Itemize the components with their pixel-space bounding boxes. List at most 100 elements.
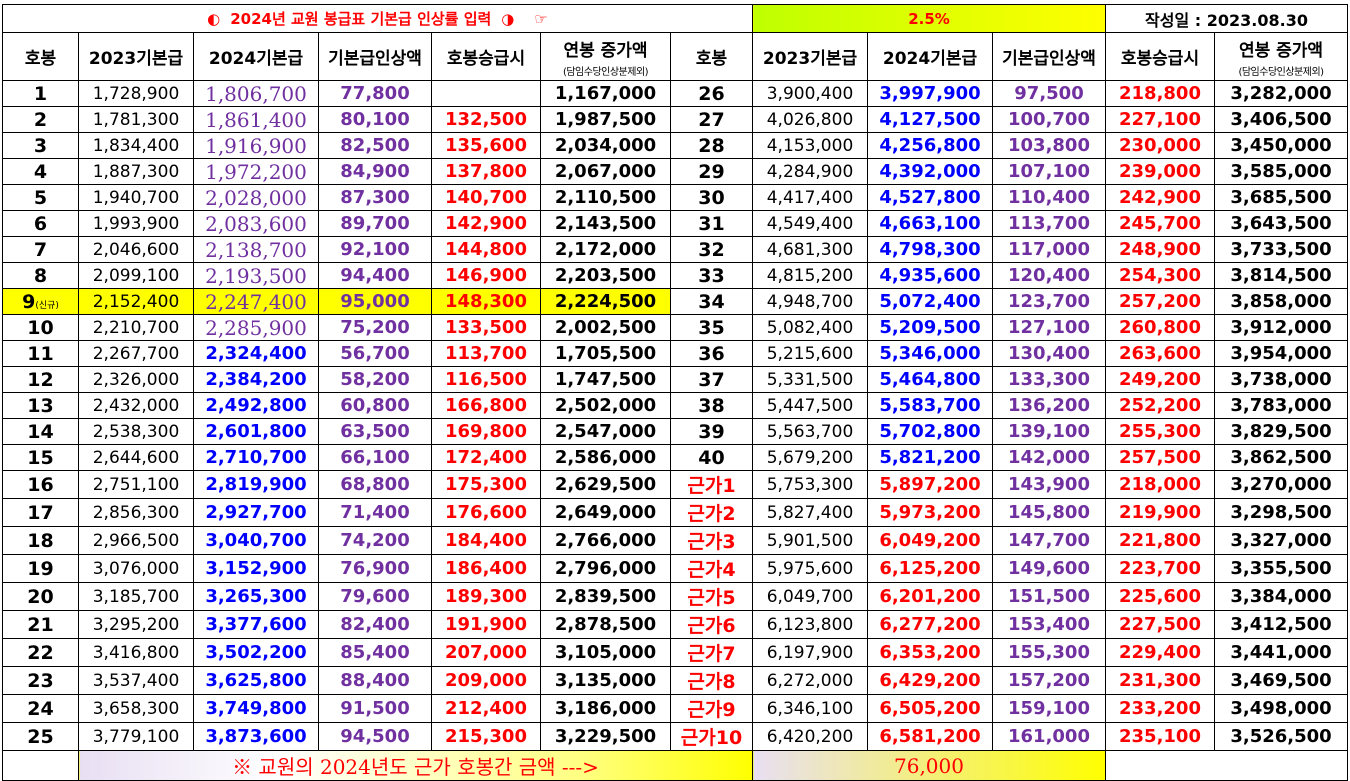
cell-base2024[interactable]: 6,353,200 xyxy=(867,638,993,667)
footer-amount[interactable]: 76,000 xyxy=(752,750,1106,781)
cell-increase[interactable]: 113,700 xyxy=(992,210,1106,237)
hobong-cell[interactable]: 34 xyxy=(670,288,753,315)
cell-step[interactable]: 172,400 xyxy=(431,444,541,471)
cell-increase[interactable]: 94,500 xyxy=(318,722,432,751)
cell-base2023[interactable]: 2,538,300 xyxy=(78,418,194,445)
cell-base2023[interactable]: 3,779,100 xyxy=(78,722,194,751)
cell-base2024[interactable]: 5,821,200 xyxy=(867,444,993,471)
cell-base2024[interactable]: 3,265,300 xyxy=(193,582,319,611)
cell-base2024[interactable]: 4,392,000 xyxy=(867,158,993,185)
cell-step[interactable]: 227,100 xyxy=(1105,106,1215,133)
cell-annual[interactable]: 2,839,500 xyxy=(540,582,671,611)
cell-base2024[interactable]: 2,492,800 xyxy=(193,392,319,419)
hobong-cell[interactable]: 근가2 xyxy=(670,498,753,527)
cell-annual[interactable]: 3,384,000 xyxy=(1213,582,1349,611)
cell-base2023[interactable]: 5,901,500 xyxy=(752,526,868,555)
cell-step[interactable]: 166,800 xyxy=(431,392,541,419)
cell-increase[interactable]: 130,400 xyxy=(992,340,1106,367)
cell-annual[interactable]: 3,282,000 xyxy=(1213,80,1349,107)
title-cell[interactable]: ◐ 2024년 교원 봉급표 기본급 인상률 입력 ◑ ☞ xyxy=(2,4,753,33)
cell-base2024[interactable]: 4,256,800 xyxy=(867,132,993,159)
cell-increase[interactable]: 88,400 xyxy=(318,666,432,695)
cell-increase[interactable]: 157,200 xyxy=(992,666,1106,695)
cell-step[interactable] xyxy=(431,80,541,107)
cell-increase[interactable]: 82,500 xyxy=(318,132,432,159)
cell-step[interactable]: 169,800 xyxy=(431,418,541,445)
cell-base2024[interactable]: 3,377,600 xyxy=(193,610,319,639)
cell-base2023[interactable]: 2,326,000 xyxy=(78,366,194,393)
cell-annual[interactable]: 2,110,500 xyxy=(540,184,671,211)
cell-increase[interactable]: 97,500 xyxy=(992,80,1106,107)
cell-annual[interactable]: 2,143,500 xyxy=(540,210,671,237)
cell-annual[interactable]: 3,585,000 xyxy=(1213,158,1349,185)
cell-base2024[interactable]: 5,072,400 xyxy=(867,288,993,315)
cell-annual[interactable]: 2,502,000 xyxy=(540,392,671,419)
cell-step[interactable]: 135,600 xyxy=(431,132,541,159)
cell-base2024[interactable]: 3,997,900 xyxy=(867,80,993,107)
cell-step[interactable]: 144,800 xyxy=(431,236,541,263)
cell-step[interactable]: 233,200 xyxy=(1105,694,1215,723)
cell-base2023[interactable]: 3,416,800 xyxy=(78,638,194,667)
cell-increase[interactable]: 75,200 xyxy=(318,314,432,341)
cell-step[interactable]: 249,200 xyxy=(1105,366,1215,393)
cell-annual[interactable]: 3,912,000 xyxy=(1213,314,1349,341)
hobong-cell[interactable]: 38 xyxy=(670,392,753,419)
cell-annual[interactable]: 2,878,500 xyxy=(540,610,671,639)
hobong-cell[interactable]: 15 xyxy=(2,444,79,471)
hobong-cell[interactable]: 13 xyxy=(2,392,79,419)
cell-increase[interactable]: 79,600 xyxy=(318,582,432,611)
hobong-cell[interactable]: 16 xyxy=(2,470,79,499)
cell-annual[interactable]: 3,733,500 xyxy=(1213,236,1349,263)
cell-annual[interactable]: 2,034,000 xyxy=(540,132,671,159)
hobong-cell[interactable]: 근가3 xyxy=(670,526,753,555)
hobong-cell[interactable]: 25 xyxy=(2,722,79,751)
cell-annual[interactable]: 3,469,500 xyxy=(1213,666,1349,695)
cell-base2024[interactable]: 5,464,800 xyxy=(867,366,993,393)
cell-annual[interactable]: 2,586,000 xyxy=(540,444,671,471)
cell-step[interactable]: 252,200 xyxy=(1105,392,1215,419)
cell-increase[interactable]: 161,000 xyxy=(992,722,1106,751)
cell-base2024[interactable]: 2,083,600 xyxy=(193,210,319,237)
cell-increase[interactable]: 94,400 xyxy=(318,262,432,289)
cell-increase[interactable]: 87,300 xyxy=(318,184,432,211)
cell-increase[interactable]: 56,700 xyxy=(318,340,432,367)
cell-base2023[interactable]: 5,753,300 xyxy=(752,470,868,499)
cell-increase[interactable]: 139,100 xyxy=(992,418,1106,445)
cell-increase[interactable]: 142,000 xyxy=(992,444,1106,471)
cell-increase[interactable]: 100,700 xyxy=(992,106,1106,133)
cell-annual[interactable]: 3,862,500 xyxy=(1213,444,1349,471)
cell-base2024[interactable]: 3,152,900 xyxy=(193,554,319,583)
cell-base2024[interactable]: 1,861,400 xyxy=(193,106,319,133)
cell-step[interactable]: 221,800 xyxy=(1105,526,1215,555)
cell-annual[interactable]: 3,738,000 xyxy=(1213,366,1349,393)
cell-annual[interactable]: 2,629,500 xyxy=(540,470,671,499)
cell-step[interactable]: 218,800 xyxy=(1105,80,1215,107)
cell-annual[interactable]: 3,643,500 xyxy=(1213,210,1349,237)
cell-base2023[interactable]: 2,432,000 xyxy=(78,392,194,419)
cell-annual[interactable]: 3,526,500 xyxy=(1213,722,1349,751)
hobong-cell[interactable]: 9(신규) xyxy=(2,288,79,315)
cell-base2024[interactable]: 2,384,200 xyxy=(193,366,319,393)
hobong-cell[interactable]: 39 xyxy=(670,418,753,445)
cell-step[interactable]: 133,500 xyxy=(431,314,541,341)
cell-base2024[interactable]: 2,710,700 xyxy=(193,444,319,471)
cell-step[interactable]: 148,300 xyxy=(431,288,541,315)
cell-annual[interactable]: 2,547,000 xyxy=(540,418,671,445)
cell-base2023[interactable]: 2,267,700 xyxy=(78,340,194,367)
cell-base2023[interactable]: 4,284,900 xyxy=(752,158,868,185)
cell-annual[interactable]: 3,135,000 xyxy=(540,666,671,695)
cell-step[interactable]: 176,600 xyxy=(431,498,541,527)
cell-base2023[interactable]: 2,046,600 xyxy=(78,236,194,263)
cell-base2023[interactable]: 3,900,400 xyxy=(752,80,868,107)
cell-base2024[interactable]: 2,028,000 xyxy=(193,184,319,211)
cell-increase[interactable]: 159,100 xyxy=(992,694,1106,723)
cell-base2023[interactable]: 2,751,100 xyxy=(78,470,194,499)
cell-base2024[interactable]: 1,916,900 xyxy=(193,132,319,159)
hobong-cell[interactable]: 2 xyxy=(2,106,79,133)
cell-base2023[interactable]: 6,197,900 xyxy=(752,638,868,667)
cell-base2023[interactable]: 6,420,200 xyxy=(752,722,868,751)
cell-base2024[interactable]: 2,247,400 xyxy=(193,288,319,315)
hobong-cell[interactable]: 33 xyxy=(670,262,753,289)
cell-annual[interactable]: 3,783,000 xyxy=(1213,392,1349,419)
cell-step[interactable]: 242,900 xyxy=(1105,184,1215,211)
